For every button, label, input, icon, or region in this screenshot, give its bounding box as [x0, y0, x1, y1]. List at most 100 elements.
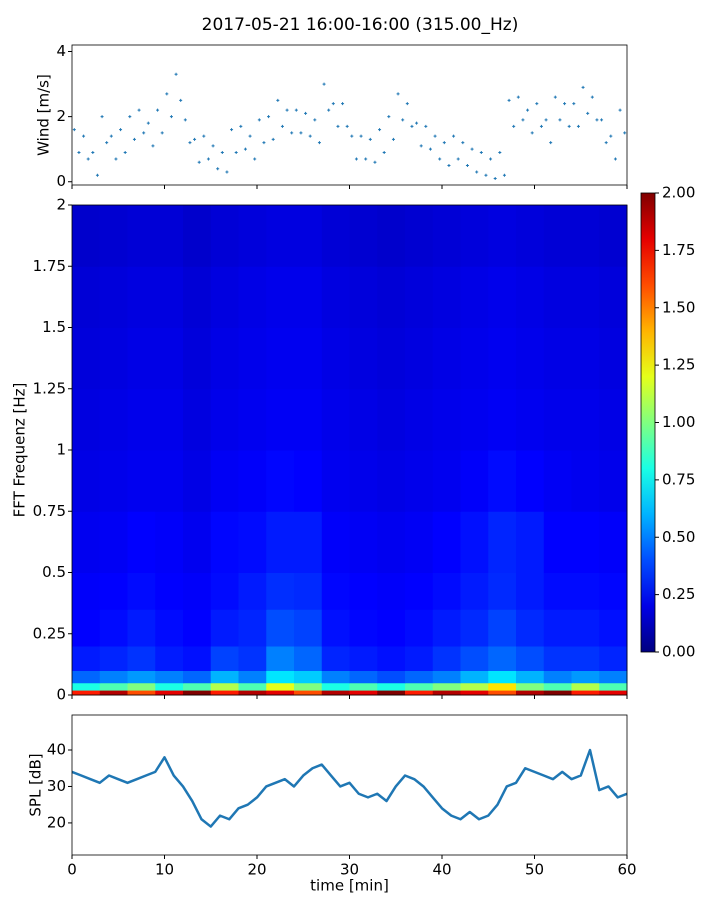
heat-cell	[210, 511, 239, 573]
point	[489, 157, 493, 161]
point	[595, 118, 599, 122]
y-tick-label: 4	[56, 42, 66, 60]
heat-cell	[99, 670, 128, 684]
heat-cell	[266, 266, 295, 328]
point	[322, 82, 326, 86]
heat-cell	[599, 327, 628, 390]
heat-cell	[183, 670, 212, 684]
colorbar	[640, 192, 656, 653]
point	[220, 150, 224, 154]
colorbar-tick-label: 0.75	[662, 470, 695, 488]
heat-cell	[460, 266, 489, 328]
point	[516, 95, 520, 99]
figure-title: 2017-05-21 16:00-16:00 (315.00_Hz)	[202, 15, 519, 35]
x-axis-label: time [min]	[310, 877, 389, 895]
heat-cell	[599, 450, 628, 512]
heat-cell	[571, 690, 600, 696]
point	[267, 115, 271, 119]
heat-cell	[543, 450, 572, 512]
y-tick-label: 1.5	[42, 318, 66, 336]
heat-cell	[599, 690, 628, 696]
axes-frame	[71, 714, 628, 856]
heat-cell	[155, 450, 184, 512]
heat-cell	[405, 205, 434, 267]
y-tick-label: 1.25	[33, 379, 66, 397]
heat-cell	[460, 327, 489, 390]
point	[230, 128, 234, 132]
heat-cell	[155, 511, 184, 573]
heat-cell	[99, 205, 128, 267]
point	[484, 173, 488, 177]
y-tick-label: 1	[56, 441, 66, 459]
heat-cell	[349, 450, 378, 512]
heat-cell	[266, 609, 295, 647]
heat-cell	[543, 682, 572, 691]
point	[364, 157, 368, 161]
heat-cell	[321, 511, 350, 573]
heat-cell	[377, 670, 406, 684]
heat-cell	[516, 266, 545, 328]
point	[373, 160, 377, 164]
heat-cell	[349, 690, 378, 696]
point	[86, 157, 90, 161]
point	[428, 147, 432, 151]
point	[211, 144, 215, 148]
point	[146, 121, 150, 125]
heat-cell	[183, 205, 212, 267]
heat-cell	[543, 670, 572, 684]
x-tick-label: 30	[340, 861, 359, 879]
point	[95, 173, 99, 177]
heat-cell	[377, 690, 406, 696]
point	[498, 150, 502, 154]
heat-cell	[405, 609, 434, 647]
heat-cell	[432, 609, 461, 647]
point	[331, 102, 335, 106]
heat-cell	[294, 609, 323, 647]
point	[507, 98, 511, 102]
heat-cell	[543, 327, 572, 390]
heat-cell	[432, 670, 461, 684]
point	[493, 176, 497, 180]
heat-cell	[238, 205, 267, 267]
heat-cell	[460, 388, 489, 451]
y-tick-label: 0.75	[33, 502, 66, 520]
heat-cell	[377, 609, 406, 647]
spl-line	[72, 748, 627, 828]
y-tick-label: 30	[47, 777, 66, 795]
heat-cell	[405, 327, 434, 390]
heat-cell	[349, 670, 378, 684]
heat-cell	[183, 266, 212, 328]
heat-cell	[405, 388, 434, 451]
y-tick-label: 0.25	[33, 624, 66, 642]
heat-cell	[294, 690, 323, 696]
heat-cell	[294, 682, 323, 691]
heat-cell	[432, 327, 461, 390]
heat-cell	[488, 327, 517, 390]
point	[234, 150, 238, 154]
point	[401, 118, 405, 122]
heat-cell	[127, 511, 156, 573]
heat-cell	[294, 646, 323, 671]
y-tick-label: 40	[47, 741, 66, 759]
heat-cell	[72, 572, 101, 610]
heat-cell	[99, 690, 128, 696]
heat-cell	[72, 609, 101, 647]
heat-cell	[183, 609, 212, 647]
point	[590, 95, 594, 99]
heat-cell	[266, 511, 295, 573]
heat-cell	[99, 388, 128, 451]
heat-cell	[72, 670, 101, 684]
heat-cell	[349, 511, 378, 573]
heat-cell	[183, 327, 212, 390]
heat-cell	[405, 670, 434, 684]
heat-cell	[460, 572, 489, 610]
heat-cell	[460, 670, 489, 684]
point	[294, 108, 298, 112]
heat-cell	[72, 327, 101, 390]
heat-cell	[266, 327, 295, 390]
point	[193, 137, 197, 141]
point	[132, 137, 136, 141]
heat-cell	[460, 205, 489, 267]
